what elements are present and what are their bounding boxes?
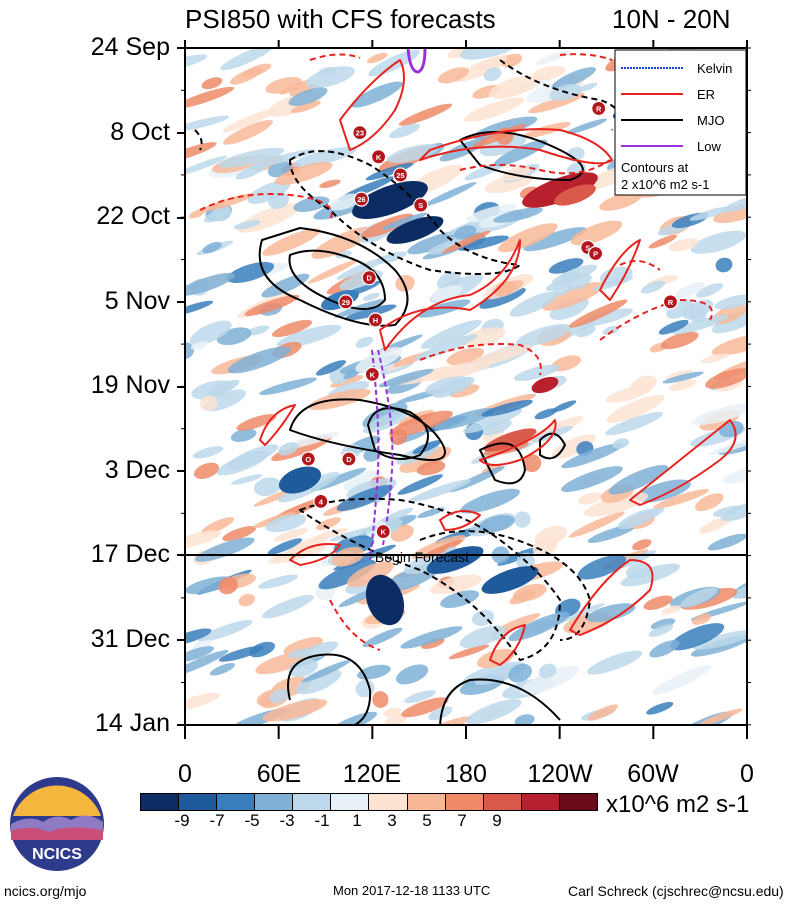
y-tick-label: 31 Dec <box>90 625 170 653</box>
colorbar-swatch <box>483 794 522 810</box>
storm-marker: H <box>367 312 384 328</box>
x-tick-label: 180 <box>445 760 487 788</box>
storm-marker-label: O <box>305 455 311 464</box>
colorbar-swatch <box>217 794 256 810</box>
colorbar-label: 9 <box>492 811 502 830</box>
y-tick-label: 3 Dec <box>104 456 170 484</box>
ncics-logo: NCICS <box>10 777 104 871</box>
footer-left: ncics.org/mjo <box>4 883 87 899</box>
storm-marker: K <box>364 366 380 383</box>
x-tick-label: 120W <box>527 760 593 788</box>
legend-item: MJO <box>621 113 724 128</box>
storm-marker: K <box>370 149 387 165</box>
colorbar-swatch <box>255 794 294 810</box>
y-tick-label: 24 Sep <box>90 33 170 61</box>
legend-label: Kelvin <box>697 61 732 76</box>
storm-marker: K <box>375 523 391 540</box>
legend-label: MJO <box>697 113 724 128</box>
y-tick-label: 22 Oct <box>96 202 170 230</box>
storm-marker: 25 <box>392 167 409 183</box>
storm-marker-label: 23 <box>356 129 364 138</box>
chart-region: 10N - 20N <box>612 4 731 34</box>
colorbar-swatch <box>521 794 560 810</box>
storm-marker: 4 <box>313 493 329 509</box>
x-tick-label: 0 <box>178 760 192 788</box>
colorbar-swatch <box>559 794 597 810</box>
colorbar-swatch <box>293 794 332 810</box>
storm-marker-label: K <box>381 528 387 537</box>
legend-item: ER <box>621 87 715 102</box>
x-tick-label: 0 <box>740 760 754 788</box>
legend-box: Kelvin ER MJO Low Contours at 2 x10^6 m2 s-1 <box>614 49 747 196</box>
colorbar-units: x10^6 m2 s-1 <box>606 791 750 818</box>
colorbar-label: 3 <box>387 811 397 830</box>
colorbar-swatch <box>179 794 218 810</box>
storm-marker-label: K <box>370 370 376 379</box>
colorbar-swatch <box>407 794 446 810</box>
footer-center: Mon 2017-12-18 1133 UTC <box>333 883 491 898</box>
y-tick-label: 19 Nov <box>90 371 170 399</box>
y-tick-label: 17 Dec <box>90 540 170 568</box>
colorbar-label: 7 <box>457 811 467 830</box>
legend-note: 2 x10^6 m2 s-1 <box>621 177 709 192</box>
storm-marker: R <box>662 294 679 310</box>
storm-marker-label: D <box>367 274 373 283</box>
storm-marker: D <box>361 270 377 286</box>
x-tick-label: 120E <box>342 760 402 788</box>
colorbar-swatch <box>369 794 408 810</box>
colorbar-label: -3 <box>279 811 295 830</box>
colorbar-label: -5 <box>244 811 260 830</box>
storm-marker: 23 <box>352 125 368 141</box>
colorbar-label: 1 <box>352 811 362 830</box>
storm-marker-label: 29 <box>342 298 350 307</box>
storm-marker-label: S <box>418 201 423 210</box>
storm-marker-label: H <box>373 316 378 325</box>
x-tick-label: 60E <box>256 760 302 788</box>
storm-marker-label: 4 <box>319 497 324 506</box>
forecast-label: Begin Forecast <box>375 549 469 565</box>
colorbar-label: -9 <box>174 811 190 830</box>
storm-marker: 26 <box>353 191 370 207</box>
legend-label: ER <box>697 87 715 102</box>
x-tick-label: 60W <box>627 760 679 788</box>
chart-title: PSI850 with CFS forecasts <box>185 4 496 34</box>
colorbar-label: 5 <box>422 811 432 830</box>
legend-label: Low <box>697 139 721 154</box>
storm-marker: R <box>591 100 607 117</box>
y-tick-label: 8 Oct <box>110 118 170 146</box>
storm-marker-label: S <box>585 243 590 252</box>
storm-marker: 29 <box>338 294 354 310</box>
y-tick-label: 5 Nov <box>104 287 170 315</box>
footer-right: Carl Schreck (cjschrec@ncsu.edu) <box>568 883 784 899</box>
storm-marker: P <box>587 245 604 262</box>
storm-marker: O <box>300 451 316 467</box>
y-tick-label: 14 Jan <box>94 709 170 737</box>
storm-marker-label: R <box>668 298 674 307</box>
svg-text:NCICS: NCICS <box>32 846 82 863</box>
legend-item: Kelvin <box>621 61 732 76</box>
legend-item: Low <box>621 139 721 154</box>
storm-marker: S <box>413 197 429 213</box>
storm-marker-label: 26 <box>357 195 365 204</box>
colorbar-swatch <box>445 794 484 810</box>
storm-marker-label: K <box>376 153 382 162</box>
colorbar-label: -7 <box>209 811 225 830</box>
colorbar-swatch <box>141 794 180 810</box>
contours <box>194 48 737 725</box>
storm-marker-label: D <box>346 455 352 464</box>
colorbar <box>140 793 598 811</box>
colorbar-label: -1 <box>314 811 330 830</box>
storm-marker-label: R <box>596 104 602 113</box>
storm-marker: D <box>341 451 357 467</box>
storm-marker-label: 25 <box>396 171 404 180</box>
axis-ticks <box>177 40 751 739</box>
colorbar-swatch <box>331 794 370 810</box>
legend-note: Contours at <box>621 160 689 175</box>
storm-marker-label: P <box>593 250 598 259</box>
